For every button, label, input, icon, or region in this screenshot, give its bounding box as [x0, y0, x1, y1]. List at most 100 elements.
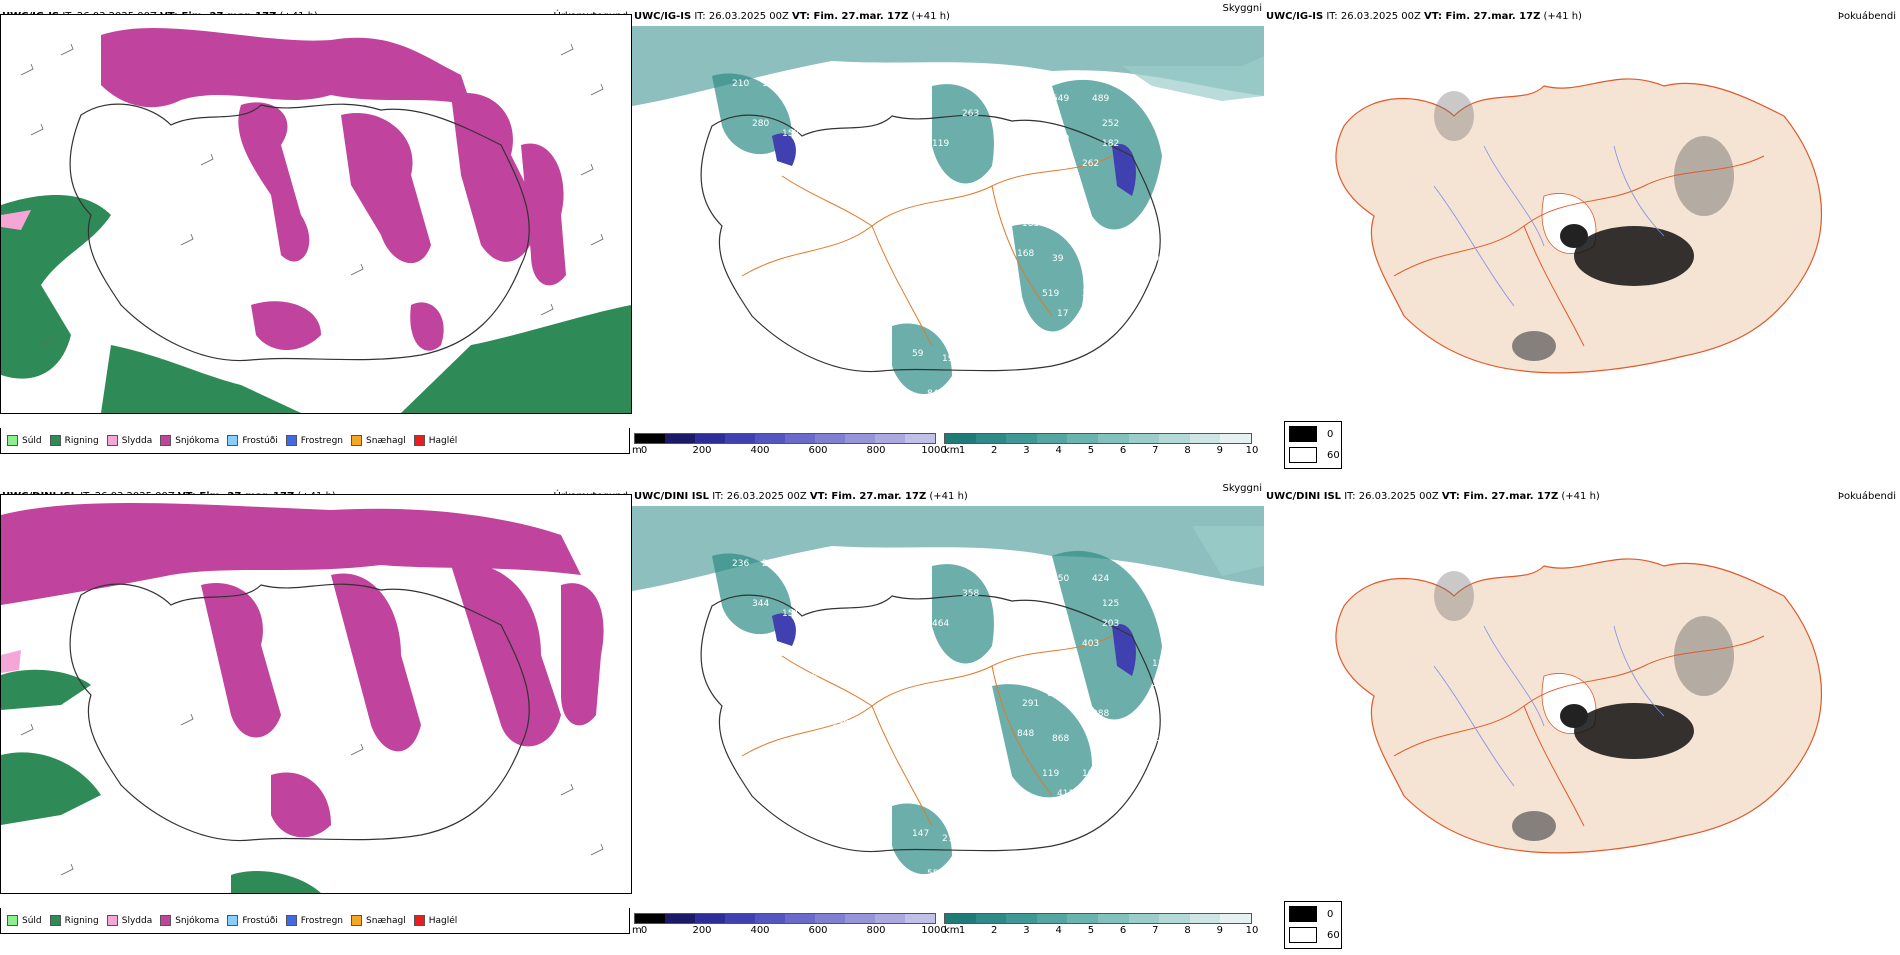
visibility-value-label: 309: [1082, 289, 1099, 299]
colorbar-tick-label: 7: [1152, 445, 1159, 456]
meter-colorbar: [634, 913, 936, 924]
visibility-map: 236 208 302 344 151 358 104 196 450 424 300 125 153 2…: [632, 506, 1264, 906]
colorbar-segment: [755, 914, 785, 923]
visibility-value-label: 170: [1167, 694, 1184, 704]
visibility-value-label: 84: [927, 389, 939, 399]
colorbar-segment: [1097, 434, 1129, 443]
meter-ticks: 0 200 400 600 800 1000: [640, 445, 947, 457]
visibility-value-label: 20: [1172, 709, 1184, 719]
legend-swatch: [160, 915, 172, 926]
legend-label: Slydda: [121, 435, 153, 446]
colorbar-tick-label: 6: [1119, 445, 1127, 456]
colorbar-segment: [905, 914, 935, 923]
visibility-value-label: 139: [832, 719, 849, 729]
meter-unit: m: [632, 925, 642, 936]
legend-label: Haglél: [428, 915, 458, 926]
colorbar-segment: [905, 434, 935, 443]
visibility-value-label: 382: [852, 679, 869, 689]
legend-swatch: [285, 435, 297, 446]
colorbar-segment: [1220, 914, 1251, 923]
colorbar-segment: [1220, 434, 1251, 443]
colorbar-segment: [1097, 914, 1129, 923]
panel-header: UWC/IG-IS IT: 26.03.2025 00Z VT: Fim. 27…: [634, 3, 1262, 24]
colorbar-segment: [1159, 434, 1190, 443]
colorbar-segment: [975, 434, 1007, 443]
fog-legend-item: 60: [1289, 447, 1340, 463]
colorbar-segment: [945, 434, 976, 443]
visibility-value-label: 262: [1082, 159, 1099, 169]
colorbar-segment: [875, 434, 905, 443]
colorbar-tick-label: 9: [1216, 445, 1223, 456]
colorbar-segment: [725, 914, 755, 923]
colorbar-tick-label: 8: [1184, 445, 1191, 456]
colorbar-tick-label: 2: [991, 925, 998, 936]
legend-swatch: [413, 915, 425, 926]
visibility-value-label: 300: [1042, 594, 1059, 604]
panel-header: UWC/IG-IS IT: 26.03.2025 00Z VT: Fim. 27…: [1266, 10, 1896, 24]
meter-colorbar: [634, 433, 936, 444]
visibility-value-label: 201: [977, 79, 994, 89]
visibility-value-label: 166: [1082, 769, 1099, 779]
km-colorbar: [944, 913, 1252, 924]
panel-title: Skyggni: [1222, 483, 1262, 494]
visibility-value-label: 125: [1112, 249, 1129, 259]
colorbar-tick-label: 6: [1119, 925, 1127, 936]
legend-label: 0: [1327, 428, 1334, 440]
legend-swatch: [351, 435, 363, 446]
colorbar-tick-label: 400: [750, 925, 770, 936]
visibility-map-svg: 210 191 285 280 153 263 201 322 549 489 245 252 330 1…: [632, 26, 1264, 426]
legend-swatch: [1289, 426, 1317, 442]
visibility-value-label: 128: [1092, 229, 1109, 239]
visibility-value-label: 144: [1112, 729, 1129, 739]
colorbar-segment: [1036, 914, 1068, 923]
colorbar-segment: [635, 914, 665, 923]
init-time: IT: 26.03.2025 00Z: [709, 491, 810, 502]
visibility-value-label: 263: [962, 109, 979, 119]
legend-label: Snæhagl: [366, 915, 406, 926]
colorbar-tick-label: 4: [1055, 925, 1062, 936]
visibility-value-label: 587: [962, 714, 979, 724]
colorbar-tick-label: 800: [866, 445, 886, 456]
legend-swatch: [413, 435, 425, 446]
fog-legend-item: 0: [1289, 906, 1333, 922]
legend-label: Rigning: [64, 915, 99, 926]
visibility-value-label: 182: [1102, 139, 1119, 149]
lead-time: (+41 h): [1558, 491, 1600, 502]
visibility-value-label: 424: [1092, 574, 1109, 584]
precip-map-svg: [1, 15, 631, 413]
legend-item: Snjókoma: [160, 435, 219, 446]
legend-label: 0: [1327, 908, 1334, 920]
meter-unit: m: [632, 445, 642, 456]
visibility-value-label: 182: [1132, 714, 1149, 724]
valid-time: VT: Fim. 27.mar. 17Z: [792, 11, 909, 22]
visibility-value-label: 168: [1017, 249, 1034, 259]
panel-title: Skyggni: [1222, 3, 1262, 14]
visibility-value-label: 104: [977, 559, 994, 569]
visibility-value-label: 412: [1057, 789, 1074, 799]
legend-swatch: [106, 915, 118, 926]
colorbar-tick-label: 1000: [921, 445, 947, 456]
colorbar-tick-label: 0: [640, 445, 648, 456]
legend-item: Súld: [7, 435, 42, 446]
colorbar-segment: [785, 914, 815, 923]
legend-label: Slydda: [121, 915, 153, 926]
visibility-value-label: 118: [982, 779, 999, 789]
colorbar-tick-label: 7: [1152, 925, 1159, 936]
visibility-value-label: 48: [1042, 179, 1054, 189]
colorbar-tick-label: 4: [1055, 445, 1062, 456]
visibility-value-label: 464: [932, 619, 949, 629]
colorbar-tick-label: 600: [808, 925, 828, 936]
visibility-value-label: 401: [1002, 184, 1019, 194]
fog-legend-item: 0: [1289, 426, 1333, 442]
init-time: IT: 26.03.2025 00Z: [1341, 491, 1442, 502]
colorbar-tick-label: 3: [1023, 445, 1030, 456]
init-time: IT: 26.03.2025 00Z: [691, 11, 793, 22]
visibility-map-svg: 236 208 302 344 151 358 104 196 450 424 300 125 153 2…: [632, 506, 1264, 906]
legend-label: Súld: [22, 435, 42, 446]
precip-map: [0, 14, 632, 414]
colorbar-segment: [1189, 914, 1221, 923]
legend-item: Rigning: [49, 915, 99, 926]
colorbar-tick-label: 600: [808, 445, 828, 456]
colorbar-segment: [1128, 434, 1160, 443]
colorbar-segment: [945, 914, 976, 923]
